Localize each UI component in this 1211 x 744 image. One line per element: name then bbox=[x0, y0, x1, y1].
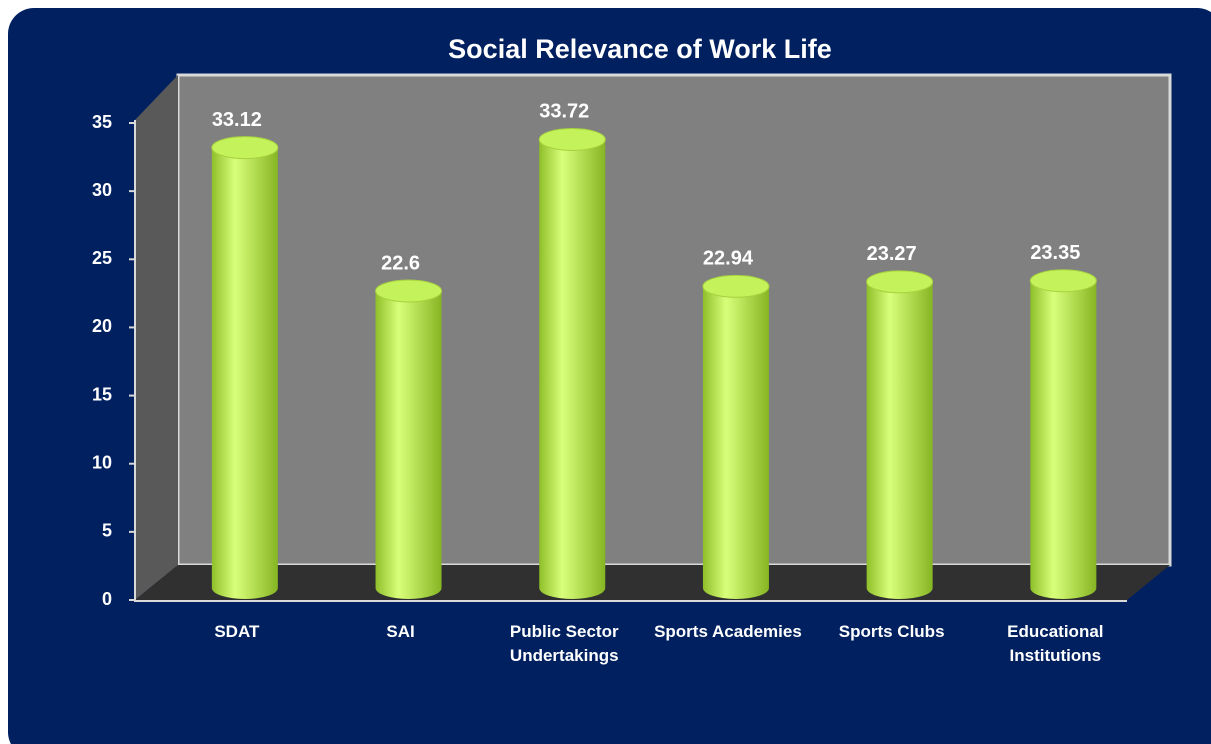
y-tick-label: 30 bbox=[92, 180, 112, 200]
bar bbox=[1030, 269, 1097, 599]
bar bbox=[702, 275, 769, 599]
value-label: 22.6 bbox=[381, 252, 420, 274]
x-tick-label: Sports Academies bbox=[654, 622, 802, 641]
x-tick-label: Public Sector Undertakings bbox=[509, 622, 619, 665]
back-wall bbox=[176, 73, 1172, 567]
bar-top bbox=[702, 274, 770, 298]
bar bbox=[866, 270, 933, 599]
value-label: 33.72 bbox=[539, 101, 589, 123]
bar-top bbox=[538, 127, 606, 151]
bar-top bbox=[375, 279, 443, 303]
x-tick-label: SDAT bbox=[214, 622, 260, 641]
bar bbox=[539, 128, 606, 599]
x-tick-label: Educational Institutions bbox=[1007, 622, 1104, 665]
chart-title: Social Relevance of Work Life bbox=[448, 34, 832, 64]
bar-top bbox=[211, 136, 279, 160]
value-label: 33.12 bbox=[212, 109, 262, 131]
x-tick-label: SAI bbox=[386, 622, 415, 641]
y-tick-label: 5 bbox=[102, 521, 112, 541]
floor bbox=[135, 565, 1170, 600]
value-label: 22.94 bbox=[703, 248, 754, 270]
y-tick-label: 15 bbox=[92, 384, 112, 404]
y-tick-label: 10 bbox=[92, 452, 112, 472]
bar-top bbox=[1029, 269, 1097, 293]
bar bbox=[211, 136, 278, 600]
side-wall bbox=[135, 75, 178, 600]
bar bbox=[375, 279, 442, 599]
y-tick-label: 20 bbox=[92, 316, 112, 336]
value-label: 23.35 bbox=[1030, 242, 1080, 264]
y-tick-label: 0 bbox=[102, 589, 112, 609]
value-label: 23.27 bbox=[867, 243, 917, 265]
y-tick-label: 25 bbox=[92, 248, 112, 268]
x-tick-label: Sports Clubs bbox=[838, 622, 945, 641]
y-tick-label: 35 bbox=[92, 112, 112, 132]
bar-top bbox=[866, 270, 934, 294]
